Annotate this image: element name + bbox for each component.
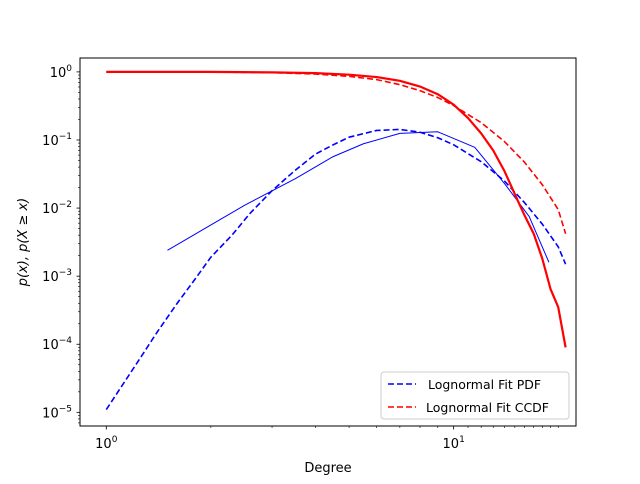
x-tick-label: 101	[443, 435, 465, 452]
x-tick-label-exponent: 1	[459, 435, 465, 445]
y-tick-label-exponent: −5	[59, 404, 72, 414]
y-tick-label: 10−2	[42, 200, 72, 217]
legend-label-pdf: Lognormal Fit PDF	[424, 377, 541, 392]
plot-lines	[105, 70, 567, 410]
x-axis-label: Degree	[304, 461, 351, 476]
x-tick-label-exponent: 0	[112, 435, 118, 445]
series-empirical-ccdf-line	[106, 70, 567, 348]
y-tick-label-exponent: −1	[59, 132, 72, 142]
y-tick-label-exponent: −4	[59, 336, 73, 346]
y-tick-label: 10−5	[42, 404, 72, 421]
y-tick-label-base: 10	[42, 406, 59, 421]
y-tick-label: 10−3	[42, 268, 72, 285]
legend: Lognormal Fit PDF Lognormal Fit CCDF	[380, 371, 570, 420]
y-tick-label-exponent: 0	[66, 64, 72, 74]
y-tick-label-base: 10	[42, 270, 59, 285]
y-tick-label: 10−4	[42, 336, 72, 353]
legend-box	[380, 371, 570, 420]
x-tick-label-base: 10	[95, 437, 112, 452]
series-empirical-pdf-line	[167, 131, 550, 263]
y-tick-label-exponent: −3	[59, 268, 72, 278]
x-axis-ticks: 100 101	[95, 426, 559, 452]
y-tick-label: 10−1	[42, 132, 72, 149]
plot-frame	[79, 57, 577, 427]
y-tick-label-base: 10	[42, 134, 59, 149]
y-tick-label-base: 10	[42, 338, 59, 353]
y-tick-label-base: 10	[42, 202, 59, 217]
series-lognormal-pdf-line	[105, 128, 567, 410]
y-axis-label: p(x), p(X ≥ x)	[16, 198, 31, 288]
series-lognormal-ccdf-line	[106, 71, 567, 234]
y-tick-label-base: 10	[50, 66, 67, 81]
legend-label-ccdf: Lognormal Fit CCDF	[426, 400, 549, 415]
x-tick-label: 100	[95, 435, 118, 452]
x-tick-label-base: 10	[443, 437, 460, 452]
y-tick-label: 100	[50, 64, 73, 81]
y-tick-label-exponent: −2	[59, 200, 72, 210]
